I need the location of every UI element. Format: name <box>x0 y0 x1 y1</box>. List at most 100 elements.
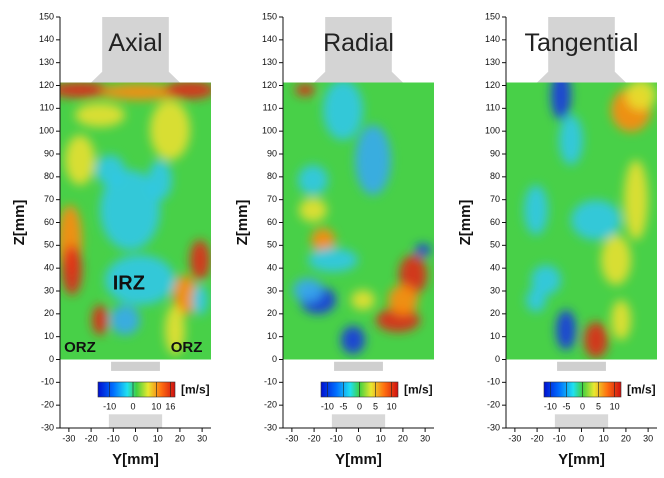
y-tick-label: 60 <box>267 217 277 227</box>
colorbar-tick-label: -5 <box>562 401 570 411</box>
panel-title: Axial <box>108 29 162 57</box>
x-tick-label: -30 <box>285 433 298 443</box>
swirler <box>557 361 606 371</box>
annotation: ORZ <box>64 339 96 356</box>
x-tick-label: 10 <box>599 433 609 443</box>
colorbar <box>97 381 176 398</box>
colorbar-tick-label: -10 <box>103 401 116 411</box>
x-tick-label: 30 <box>643 433 653 443</box>
y-tick-label: 20 <box>267 308 277 318</box>
colorbar-tick-label: 0 <box>580 401 585 411</box>
y-tick-label: 50 <box>44 240 54 250</box>
field-blob <box>293 278 323 302</box>
y-tick-label: 80 <box>44 171 54 181</box>
x-tick-label: -10 <box>553 433 566 443</box>
field-blob <box>295 84 315 96</box>
y-tick-label: 30 <box>44 285 54 295</box>
y-tick-label: 10 <box>267 331 277 341</box>
panel-title: Tangential <box>525 29 639 57</box>
x-tick-label: -30 <box>62 433 75 443</box>
y-tick-label: 0 <box>495 354 500 364</box>
y-tick-label: -10 <box>264 377 277 387</box>
colorbar-tick-label: 0 <box>130 401 135 411</box>
flow-field <box>283 82 434 360</box>
field-blob <box>308 248 358 272</box>
colorbar-tick-label: 0 <box>357 401 362 411</box>
field-blob <box>311 228 335 252</box>
y-tick-label: -20 <box>487 400 500 410</box>
field-blob <box>323 82 363 140</box>
field-blob <box>531 265 561 295</box>
y-tick-label: 20 <box>44 308 54 318</box>
field-blob <box>165 82 211 99</box>
y-tick-label: 70 <box>490 194 500 204</box>
field-blob <box>624 160 648 240</box>
y-tick-label: 40 <box>267 263 277 273</box>
y-tick-label: 140 <box>39 34 54 44</box>
field-blob <box>571 200 621 240</box>
y-tick-label: 0 <box>272 354 277 364</box>
x-tick-label: 20 <box>621 433 631 443</box>
colorbar-tick-label: 10 <box>151 401 161 411</box>
x-tick-label: -10 <box>107 433 120 443</box>
field-blob <box>341 326 365 354</box>
y-tick-label: 80 <box>490 171 500 181</box>
field-blob <box>110 305 140 335</box>
y-axis-label: Z[mm] <box>234 200 251 246</box>
y-tick-label: 20 <box>490 308 500 318</box>
flow-field <box>60 82 211 360</box>
field-blob <box>100 170 160 250</box>
y-tick-label: 140 <box>485 34 500 44</box>
annotation: IRZ <box>113 272 145 294</box>
x-tick-label: -20 <box>308 433 321 443</box>
base-plate <box>554 414 609 428</box>
colorbar-tick-label: -10 <box>544 401 557 411</box>
field-blob <box>65 135 95 185</box>
colorbar-tick-label: -5 <box>339 401 347 411</box>
colorbar-label: [m/s] <box>181 383 210 397</box>
field-blob <box>611 300 631 340</box>
colorbar-tick-label: -10 <box>321 401 334 411</box>
field-blob <box>100 84 180 100</box>
y-tick-label: 130 <box>262 57 277 67</box>
field-blob <box>192 285 208 315</box>
y-tick-label: 0 <box>49 354 54 364</box>
y-tick-label: 50 <box>490 240 500 250</box>
x-tick-label: 20 <box>398 433 408 443</box>
field-blob <box>60 82 110 98</box>
x-tick-label: 30 <box>420 433 430 443</box>
panel-title: Radial <box>323 29 394 57</box>
y-tick-label: 110 <box>40 103 54 113</box>
field-blob <box>551 82 571 120</box>
field-blob <box>173 275 197 315</box>
field-blob <box>298 165 328 195</box>
annotation: ORZ <box>171 339 203 356</box>
x-tick-label: 0 <box>579 433 584 443</box>
colorbar-label: [m/s] <box>627 383 656 397</box>
y-axis-label: Z[mm] <box>11 200 28 246</box>
field-blob <box>524 185 548 235</box>
field-blob <box>165 305 185 355</box>
y-tick-label: 120 <box>485 80 500 90</box>
colorbar-tick-label: 5 <box>596 401 601 411</box>
y-tick-label: 140 <box>262 34 277 44</box>
field-blob <box>105 255 175 305</box>
field-blobs <box>524 82 656 358</box>
y-tick-label: 90 <box>267 148 277 158</box>
colorbar-tick-label: 16 <box>165 401 175 411</box>
x-tick-label: 10 <box>153 433 163 443</box>
y-tick-label: 70 <box>267 194 277 204</box>
y-tick-label: 150 <box>262 11 277 21</box>
colorbar-tick-label: 10 <box>610 401 620 411</box>
colorbar-label: [m/s] <box>404 383 433 397</box>
field-blobs <box>293 82 431 354</box>
base-plate <box>108 414 163 428</box>
field-blob <box>75 103 125 127</box>
x-tick-label: 20 <box>175 433 185 443</box>
x-tick-label: -20 <box>85 433 98 443</box>
field-blob <box>556 310 576 350</box>
x-tick-label: -20 <box>531 433 544 443</box>
y-tick-label: 150 <box>39 11 54 21</box>
y-axis-label: Z[mm] <box>457 200 474 246</box>
